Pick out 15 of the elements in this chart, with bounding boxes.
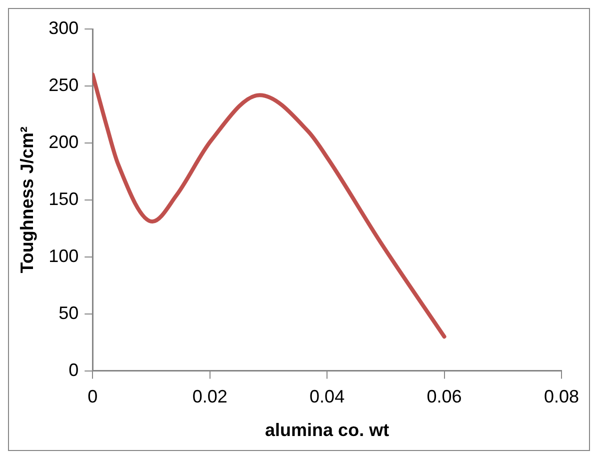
- y-tick-label: 0: [68, 360, 79, 380]
- x-tick-label: 0.06: [426, 386, 462, 407]
- x-tick-label: 0.04: [310, 386, 345, 407]
- x-axis-title: alumina co. wt: [265, 420, 390, 440]
- x-tick-label: 0: [88, 386, 98, 407]
- y-tick-label: 200: [48, 132, 79, 152]
- y-tick-label: 150: [48, 188, 79, 209]
- y-tick-label: 250: [48, 74, 79, 95]
- line-series: [92, 72, 446, 339]
- y-axis-title: Toughness J/cm²: [16, 126, 37, 274]
- x-tick-label: 0.08: [544, 386, 580, 407]
- y-tick-label: 100: [48, 246, 79, 266]
- y-tick-label: 300: [48, 18, 79, 38]
- x-tick-label: 0.02: [192, 386, 228, 407]
- y-tick-label: 50: [58, 302, 79, 323]
